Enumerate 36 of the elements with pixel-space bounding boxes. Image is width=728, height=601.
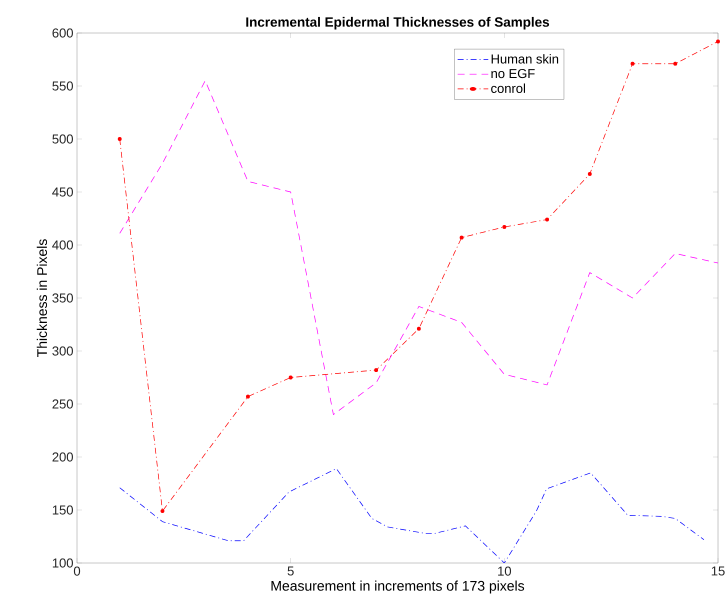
point xyxy=(118,137,122,141)
point xyxy=(630,62,634,66)
y-tick-label: 150 xyxy=(52,505,73,515)
chart-title: Incremental Epidermal Thicknesses of Samples xyxy=(246,16,550,30)
legend-label: conrol xyxy=(491,83,526,93)
point xyxy=(716,40,720,44)
y-tick-label: 200 xyxy=(52,452,73,462)
y-tick-label: 600 xyxy=(52,28,73,38)
x-tick-label: 0 xyxy=(74,566,80,576)
y-tick-label: 450 xyxy=(52,187,73,197)
y-tick-label: 350 xyxy=(52,293,73,303)
line-series xyxy=(119,80,718,415)
y-tick-label: 250 xyxy=(52,399,73,409)
point xyxy=(460,236,464,240)
legend-label: no EGF xyxy=(491,68,535,78)
y-tick-label: 100 xyxy=(52,558,73,568)
point xyxy=(416,326,421,331)
point xyxy=(288,376,293,380)
y-tick-label: 500 xyxy=(52,134,73,144)
point xyxy=(545,218,550,222)
point xyxy=(246,394,250,399)
point xyxy=(673,62,678,66)
x-axis-title: Measurement in increments of 173 pixels xyxy=(272,580,524,594)
line-series xyxy=(119,468,704,563)
y-axis-title: Thickness in Pixels xyxy=(36,239,48,357)
x-tick-label: 15 xyxy=(712,566,725,576)
point xyxy=(502,225,506,229)
x-tick-label: 10 xyxy=(498,566,512,576)
point xyxy=(374,368,378,372)
y-tick-label: 400 xyxy=(52,240,73,250)
legend-label: Human skin xyxy=(492,54,558,64)
point xyxy=(588,172,592,176)
y-tick-label: 550 xyxy=(52,81,73,91)
x-tick-label: 5 xyxy=(288,566,294,576)
point xyxy=(160,509,164,513)
y-tick-label: 300 xyxy=(52,346,73,356)
